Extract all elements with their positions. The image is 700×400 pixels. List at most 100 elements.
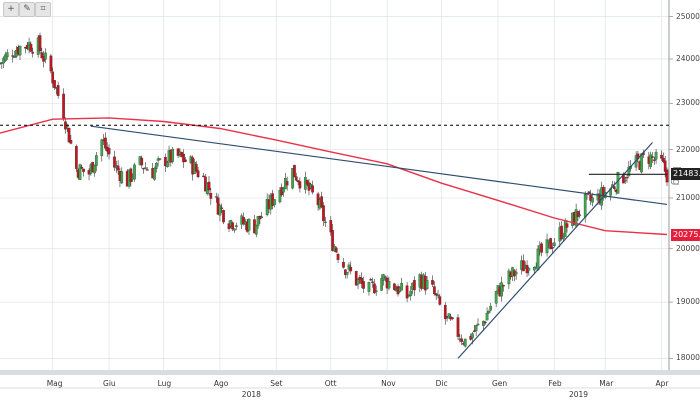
candle-up: [436, 294, 440, 297]
candle-down: [49, 55, 53, 72]
candle-down: [451, 317, 454, 319]
candle-up: [500, 282, 503, 297]
candle-up: [447, 313, 451, 319]
candle-down: [665, 169, 669, 183]
candle-up: [527, 268, 531, 271]
candle-up: [583, 194, 587, 218]
candle-down: [660, 154, 663, 159]
candle-down: [285, 181, 289, 186]
candle-down: [551, 247, 554, 249]
candle-up: [654, 151, 658, 160]
pencil-icon[interactable]: ✎: [19, 2, 35, 17]
candle-down: [296, 180, 300, 183]
candle-down: [231, 222, 234, 230]
candle-down: [434, 293, 438, 296]
x-tick-label: Set: [270, 379, 283, 388]
candle-up: [649, 154, 652, 167]
year-label: 2019: [568, 390, 589, 399]
candle-up: [254, 224, 258, 235]
candle-down: [113, 156, 116, 168]
candle-up: [278, 190, 282, 203]
candle-up: [5, 52, 9, 58]
candle-down: [438, 296, 442, 305]
candle-up: [291, 168, 294, 189]
candle-down: [194, 164, 198, 171]
candle-down: [360, 277, 364, 284]
candle-down: [82, 168, 85, 172]
candle-up: [100, 139, 104, 157]
candle-down: [145, 169, 149, 171]
candle-up: [482, 320, 485, 326]
candle-up: [260, 216, 264, 218]
candle-up: [214, 196, 218, 198]
candle-down: [405, 285, 409, 299]
candle-up: [536, 248, 540, 270]
candle-down: [38, 35, 42, 52]
candle-up: [153, 168, 156, 180]
candle-up: [144, 167, 147, 169]
candle-up: [380, 278, 384, 291]
candle-up: [13, 56, 16, 58]
candle-down: [116, 165, 120, 171]
candle-down: [298, 181, 302, 189]
candle-down: [362, 281, 365, 289]
candle-up: [273, 199, 276, 205]
trendline-support: [457, 142, 653, 359]
candle-down: [433, 286, 436, 294]
candle-down: [334, 247, 338, 253]
y-tick-label: 22000: [676, 144, 700, 154]
last-price-tag: 21483.52(0): [671, 168, 700, 181]
candle-up: [383, 276, 387, 279]
candle-up: [494, 291, 498, 304]
candle-up: [171, 148, 175, 162]
plus-icon[interactable]: +: [3, 2, 19, 17]
candle-up: [4, 54, 7, 61]
x-tick-label: Mar: [599, 379, 614, 388]
candle-up: [345, 272, 349, 275]
candle-up: [532, 267, 536, 271]
candle-down: [184, 159, 187, 162]
candle-down: [29, 43, 33, 52]
candle-up: [387, 281, 391, 289]
candle-down: [294, 176, 298, 181]
candle-up: [133, 164, 136, 180]
candle-down: [56, 85, 60, 96]
candle-up: [165, 162, 169, 167]
x-tick-label: Ago: [213, 379, 229, 388]
plot-area: [0, 0, 669, 370]
candle-down: [473, 330, 476, 332]
crop-icon[interactable]: ⌗: [35, 2, 51, 17]
candle-up: [623, 179, 627, 182]
candle-down: [80, 167, 84, 169]
candle-up: [400, 283, 404, 291]
candle-down: [140, 157, 144, 166]
candle-up: [463, 338, 467, 347]
candle-up: [563, 220, 567, 237]
candle-up: [94, 155, 98, 166]
candle-down: [67, 127, 71, 143]
x-tick-label: Ott: [324, 379, 337, 388]
candle-up: [78, 164, 82, 180]
candle-up: [552, 242, 556, 247]
candle-down: [207, 181, 211, 191]
x-tick-label: Giu: [103, 379, 116, 388]
candle-down: [369, 279, 373, 281]
candle-up: [323, 221, 327, 224]
candle-down: [443, 304, 447, 320]
candle-up: [578, 214, 582, 216]
candle-up: [514, 271, 518, 275]
y-tick-label: 19000: [676, 297, 700, 307]
candle-down: [305, 180, 309, 185]
candle-up: [545, 239, 549, 254]
candle-up: [256, 216, 260, 227]
candle-up: [93, 164, 96, 174]
candle-down: [502, 285, 505, 287]
candle-up: [471, 333, 474, 339]
candle-down: [652, 159, 656, 161]
candle-down: [456, 317, 460, 337]
candle-up: [591, 197, 594, 203]
candle-up: [627, 166, 631, 177]
candle-up: [218, 205, 222, 216]
